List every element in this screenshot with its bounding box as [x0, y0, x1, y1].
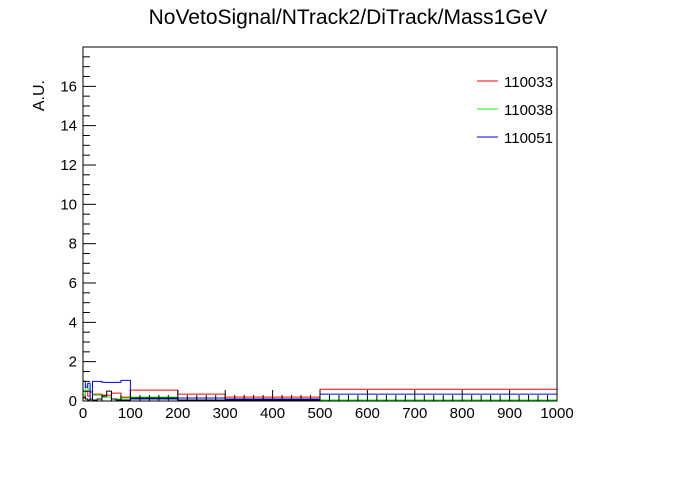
y-axis-label: A.U.: [31, 80, 48, 111]
legend-entry-110033: 110033: [477, 74, 553, 91]
chart-title: NoVetoSignal/NTrack2/DiTrack/Mass1GeV: [149, 6, 548, 29]
y-tick-label: 16: [60, 78, 77, 95]
x-tick-label: 800: [450, 405, 475, 422]
legend-label: 110033: [504, 74, 553, 91]
y-tick-label: 2: [69, 354, 77, 371]
legend-label: 110038: [504, 102, 553, 119]
legend-entry-110051: 110051: [477, 130, 553, 147]
x-tick-label: 300: [213, 405, 238, 422]
x-tick-label: 700: [402, 405, 427, 422]
x-tick-label: 0: [79, 405, 87, 422]
x-tick-label: 500: [307, 405, 332, 422]
x-tick-label: 1000: [540, 405, 573, 422]
y-tick-label: 4: [69, 314, 77, 331]
x-tick-label: 900: [497, 405, 522, 422]
x-tick-label: 200: [165, 405, 190, 422]
x-tick-label: 600: [355, 405, 380, 422]
legend-label: 110051: [504, 130, 553, 147]
axes-layer: 0 100 200 300 400 500 600 700 800 900 1000 0 2 4 6 8 10 1…: [60, 46, 574, 422]
y-tick-label: 0: [69, 393, 77, 410]
x-tick-label: 400: [260, 405, 285, 422]
y-tick-label: 12: [60, 157, 77, 174]
y-tick-label: 6: [69, 275, 77, 292]
legend: 110033 110038 110051: [477, 74, 553, 147]
x-tick-label: 100: [118, 405, 143, 422]
y-tick-label: 10: [60, 196, 77, 213]
y-tick-label: 8: [69, 236, 77, 253]
y-tick-label: 14: [60, 118, 77, 135]
legend-entry-110038: 110038: [477, 102, 553, 119]
